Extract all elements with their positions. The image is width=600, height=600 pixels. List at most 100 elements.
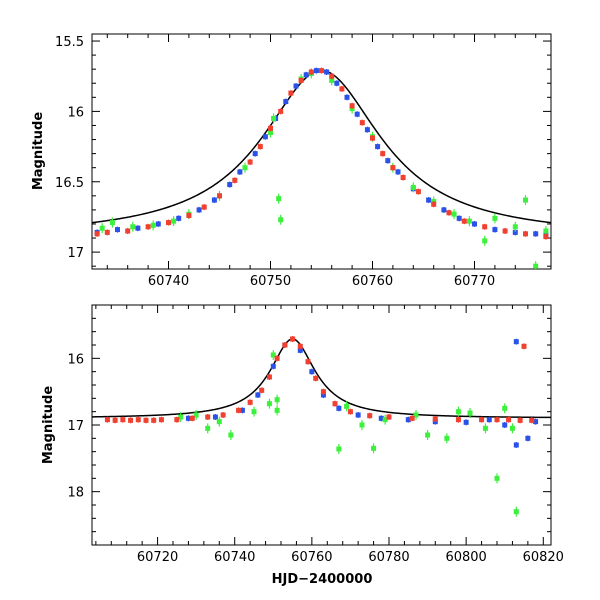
data-point (216, 419, 222, 425)
x-tick-label: 60770 (454, 274, 495, 289)
y-tick-label: 16 (67, 352, 84, 367)
data-point (529, 417, 535, 423)
data-point (513, 509, 519, 515)
data-point (227, 182, 233, 188)
data-point (212, 414, 218, 420)
data-point (104, 417, 110, 423)
data-point (128, 417, 134, 423)
data-point (104, 229, 110, 235)
data-point (494, 475, 500, 481)
y-tick-label: 16.5 (55, 176, 84, 191)
bottom-plot-content: 60720 60740 60760 60780 60800 60820 16 17 18 (67, 304, 564, 565)
x-tick-label: 60820 (523, 550, 564, 565)
data-point (334, 80, 340, 86)
data-point (344, 403, 350, 409)
data-point (371, 445, 377, 451)
data-point (455, 409, 461, 415)
x-axis-label: HJD−2400000 (272, 572, 373, 587)
data-point (533, 263, 539, 269)
data-point (251, 409, 257, 415)
data-point (189, 415, 195, 421)
data-point (186, 213, 192, 219)
data-point (390, 165, 396, 171)
data-point (395, 169, 401, 175)
data-point (382, 417, 388, 423)
data-point (112, 417, 118, 423)
data-point (461, 218, 467, 224)
data-point (472, 221, 477, 227)
data-point (143, 417, 149, 423)
bottom-y-axis-label: Magnitude (41, 386, 56, 465)
data-point (228, 432, 234, 438)
data-point (193, 412, 199, 418)
top-panel: 60740 60750 60760 60770 15.5 16 16.5 17 Magnitu… (31, 33, 552, 289)
series-1 (99, 68, 549, 269)
x-tick-label: 60760 (352, 274, 393, 289)
data-point (482, 224, 488, 230)
data-point (297, 347, 303, 353)
bottom-panel: 60720 60740 60760 60780 60800 60820 16 17 18 Mag… (41, 304, 564, 587)
data-point (257, 144, 263, 150)
data-point (432, 416, 438, 422)
data-point (425, 432, 431, 438)
data-point (176, 215, 182, 221)
data-point (274, 355, 280, 361)
data-point (274, 397, 280, 403)
data-point (247, 399, 253, 405)
data-point (378, 415, 384, 421)
data-point (252, 151, 258, 157)
data-point (494, 417, 500, 423)
data-point (115, 227, 120, 233)
x-tick-label: 60780 (368, 550, 409, 565)
data-point (370, 135, 375, 141)
data-point (512, 229, 518, 235)
data-point (533, 419, 539, 425)
data-point (492, 215, 498, 221)
data-point (502, 422, 508, 428)
series-2 (104, 336, 535, 424)
data-point (297, 343, 303, 349)
data-point (158, 417, 164, 423)
data-point (320, 389, 326, 395)
data-point (446, 210, 452, 216)
data-point (329, 77, 335, 83)
data-point (166, 220, 171, 226)
y-tick-label: 17 (67, 246, 84, 261)
data-point (502, 405, 508, 411)
data-point (521, 343, 527, 349)
data-point (271, 115, 277, 121)
data-point (268, 130, 273, 136)
data-point (517, 417, 523, 423)
data-point (309, 369, 315, 375)
series-2 (94, 67, 549, 240)
data-point (426, 197, 432, 203)
data-point (364, 127, 370, 133)
data-point (313, 375, 319, 381)
data-point (479, 417, 485, 423)
data-point (324, 69, 330, 75)
data-point (283, 99, 289, 105)
data-point (278, 217, 284, 223)
data-point (525, 435, 531, 441)
data-point (463, 419, 469, 425)
x-tick-label: 60740 (148, 274, 189, 289)
data-point (298, 77, 304, 83)
data-point (332, 401, 338, 407)
data-point (355, 412, 361, 418)
data-point (196, 207, 202, 213)
series-0 (94, 67, 549, 239)
data-point (171, 218, 177, 224)
data-point (451, 211, 457, 217)
data-point (239, 407, 245, 413)
data-point (270, 363, 276, 369)
data-point (99, 225, 105, 231)
data-point (270, 352, 276, 358)
data-point (523, 231, 528, 237)
data-point (274, 407, 280, 413)
data-point (456, 215, 462, 221)
data-point (278, 108, 284, 114)
data-point (135, 417, 141, 423)
data-point (367, 413, 373, 419)
data-point (506, 417, 512, 423)
data-point (492, 227, 498, 233)
